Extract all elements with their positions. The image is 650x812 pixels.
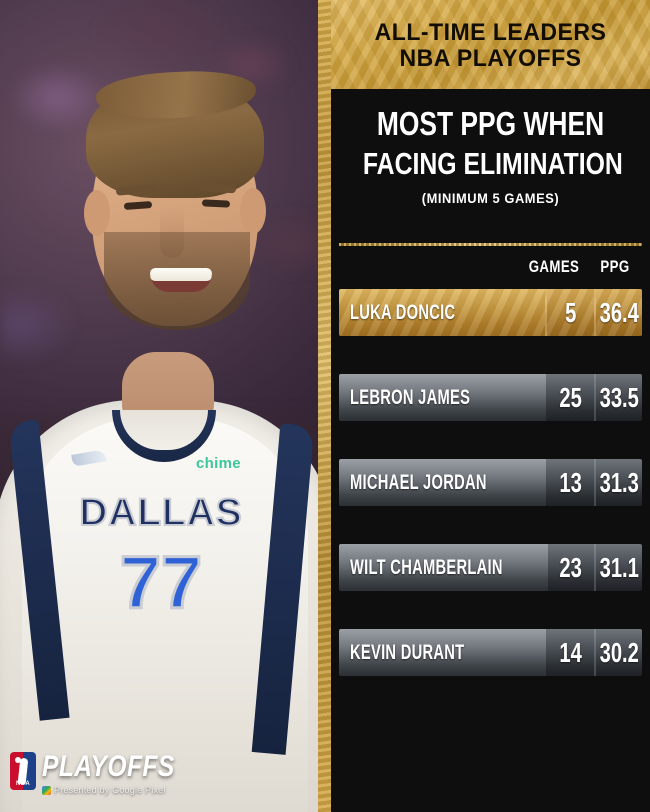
ppg-value: 30.2 xyxy=(599,636,639,668)
table-row: LEBRON JAMES 25 33.5 xyxy=(339,374,642,421)
player-ear-right xyxy=(240,188,266,234)
games-value: 13 xyxy=(558,466,582,498)
logo-text-block: PLAYOFFS Presented by Google Pixel xyxy=(42,752,204,795)
basketball-icon xyxy=(15,757,21,763)
cell-ppg: 30.2 xyxy=(594,629,642,676)
cell-player-name: KEVIN DURANT xyxy=(339,629,547,676)
column-header-ppg: PPG xyxy=(600,257,630,276)
column-header-games: GAMES xyxy=(528,257,580,276)
nba-logo-icon: NBA xyxy=(10,752,36,790)
player-photo: chime DALLAS 77 xyxy=(0,0,322,812)
games-value: 5 xyxy=(564,296,576,328)
chart-title-block: MOST PPG WHEN FACING ELIMINATION (MINIMU… xyxy=(331,104,650,206)
title-subtitle: (MINIMUM 5 GAMES) xyxy=(421,190,560,206)
nba-logo-text: NBA xyxy=(16,781,30,787)
player-ear-left xyxy=(84,190,110,236)
title-line-2: FACING ELIMINATION xyxy=(362,146,623,181)
cell-player-name: LUKA DONCIC xyxy=(339,289,545,336)
table-row: LUKA DONCIC 5 36.4 xyxy=(339,289,642,336)
player-name: LUKA DONCIC xyxy=(350,300,456,324)
games-value: 25 xyxy=(558,381,582,413)
header-line-1: ALL-TIME LEADERS xyxy=(374,19,607,46)
nba-playoffs-logo: NBA PLAYOFFS Presented by Google Pixel xyxy=(10,752,204,795)
stats-panel: ALL-TIME LEADERS NBA PLAYOFFS MOST PPG W… xyxy=(331,0,650,812)
games-value: 14 xyxy=(558,636,582,668)
title-line-1: MOST PPG WHEN xyxy=(376,105,605,142)
leaders-table: LUKA DONCIC 5 36.4 LEBRON JAMES 25 33.5 xyxy=(339,289,642,714)
presented-by-text: Presented by Google Pixel xyxy=(54,785,166,795)
gold-divider-strip xyxy=(318,0,331,812)
cell-player-name: LEBRON JAMES xyxy=(339,374,547,421)
jersey-team-name: DALLAS xyxy=(78,491,243,535)
header-line-2: NBA PLAYOFFS xyxy=(399,45,582,72)
cell-games: 14 xyxy=(546,629,594,676)
ppg-value: 33.5 xyxy=(599,381,639,413)
ppg-value: 36.4 xyxy=(599,296,639,328)
cell-games: 25 xyxy=(546,374,594,421)
cell-player-name: MICHAEL JORDAN xyxy=(339,459,547,506)
cell-ppg: 36.4 xyxy=(594,289,642,336)
header-text: ALL-TIME LEADERS NBA PLAYOFFS xyxy=(337,20,643,72)
cell-games: 13 xyxy=(546,459,594,506)
player-eye-right xyxy=(201,199,231,208)
column-headers: GAMES PPG xyxy=(331,257,650,279)
ppg-value: 31.3 xyxy=(599,466,639,498)
player-name: LEBRON JAMES xyxy=(350,385,471,409)
playoffs-wordmark: PLAYOFFS xyxy=(42,750,175,783)
table-row: WILT CHAMBERLAIN 23 31.1 xyxy=(339,544,642,591)
ppg-value: 31.1 xyxy=(599,551,639,583)
gold-divider-rule xyxy=(339,243,642,246)
player-name: MICHAEL JORDAN xyxy=(350,470,487,494)
player-mouth xyxy=(150,268,212,292)
player-name: WILT CHAMBERLAIN xyxy=(350,555,503,579)
player-name: KEVIN DURANT xyxy=(350,640,465,664)
cell-ppg: 33.5 xyxy=(594,374,642,421)
player-teeth xyxy=(150,268,212,281)
google-icon xyxy=(42,785,51,795)
games-value: 23 xyxy=(559,551,583,583)
table-row: KEVIN DURANT 14 30.2 xyxy=(339,629,642,676)
presented-by-line: Presented by Google Pixel xyxy=(42,785,204,795)
cell-games: 5 xyxy=(544,289,594,336)
jersey-sponsor-patch: chime xyxy=(196,455,241,472)
gold-header-band: ALL-TIME LEADERS NBA PLAYOFFS xyxy=(331,0,650,89)
cell-ppg: 31.1 xyxy=(594,544,642,591)
cell-games: 23 xyxy=(548,544,594,591)
table-row: MICHAEL JORDAN 13 31.3 xyxy=(339,459,642,506)
cell-ppg: 31.3 xyxy=(594,459,642,506)
jersey-number: 77 xyxy=(118,540,203,626)
cell-player-name: WILT CHAMBERLAIN xyxy=(339,544,548,591)
